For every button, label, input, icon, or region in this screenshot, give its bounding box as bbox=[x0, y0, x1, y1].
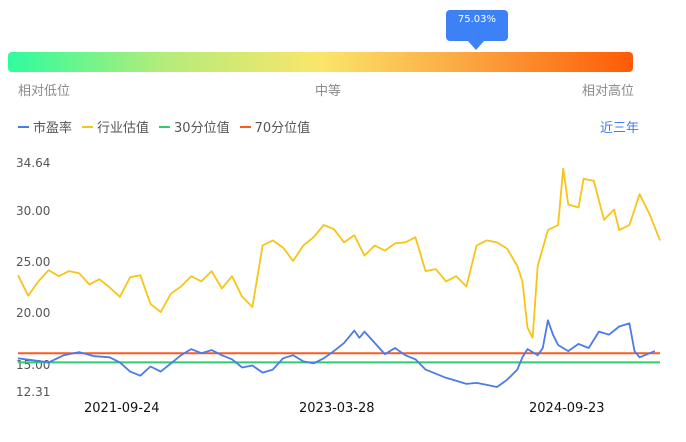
gauge-label-low: 相对低位 bbox=[18, 84, 71, 99]
legend-swatch-pe bbox=[18, 125, 29, 128]
legend-swatch-industry bbox=[82, 125, 94, 128]
legend-label-industry: 行业估值 bbox=[97, 121, 150, 136]
x-axis-ticks: 2021-09-24 2023-03-28 2024-09-23 bbox=[84, 401, 605, 416]
y-tick-label: 25.00 bbox=[16, 255, 50, 269]
gauge-label-mid: 中等 bbox=[315, 84, 342, 99]
gauge-value-tooltip: 75.03% bbox=[445, 10, 508, 50]
range-three-years-button[interactable]: 近三年 bbox=[600, 121, 640, 136]
legend-label-p70: 70分位值 bbox=[254, 121, 311, 136]
legend-label-pe: 市盈率 bbox=[33, 121, 73, 136]
y-tick-label: 34.64 bbox=[16, 156, 50, 170]
gauge-label-high: 相对高位 bbox=[582, 84, 635, 99]
chart-legend: 市盈率 行业估值 30分位值 70分位值 bbox=[18, 117, 310, 136]
x-tick-label: 2023-03-28 bbox=[299, 401, 375, 416]
legend-item-industry[interactable]: 行业估值 bbox=[82, 117, 149, 136]
x-tick-label: 2021-09-24 bbox=[84, 401, 160, 416]
legend-item-pe[interactable]: 市盈率 bbox=[18, 117, 72, 136]
legend-item-p30[interactable]: 30分位值 bbox=[159, 117, 230, 136]
gauge-value-label: 75.03% bbox=[457, 14, 496, 25]
series-line-industry bbox=[17, 167, 661, 339]
x-tick-label: 2024-09-23 bbox=[529, 401, 605, 416]
valuation-gauge-bar bbox=[8, 52, 633, 72]
legend-item-p70[interactable]: 70分位值 bbox=[239, 117, 311, 136]
legend-swatch-p30 bbox=[159, 125, 171, 128]
series-line-pe bbox=[17, 319, 656, 388]
y-tick-label: 12.31 bbox=[16, 385, 50, 399]
y-tick-label: 20.00 bbox=[16, 306, 50, 320]
y-tick-label: 30.00 bbox=[16, 204, 50, 218]
series-layer bbox=[17, 167, 661, 388]
legend-swatch-p70 bbox=[239, 125, 251, 128]
y-axis-ticks: 34.64 30.00 25.00 20.00 15.00 12.31 bbox=[16, 156, 50, 399]
legend-label-p30: 30分位值 bbox=[174, 121, 230, 136]
